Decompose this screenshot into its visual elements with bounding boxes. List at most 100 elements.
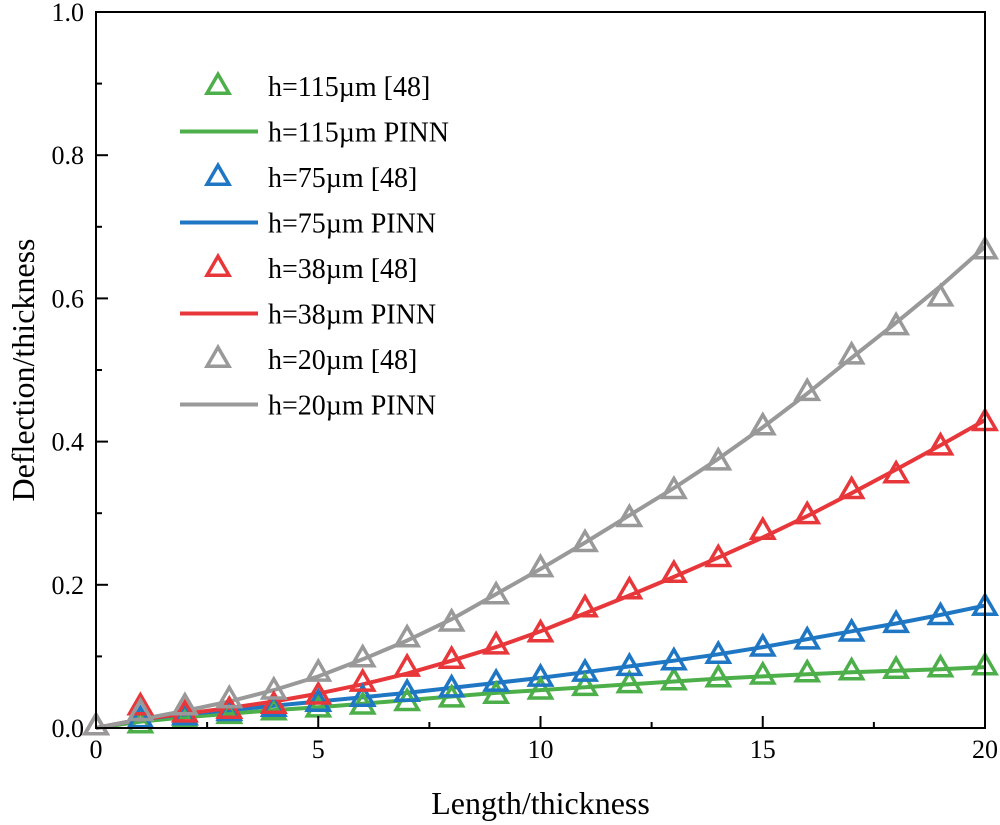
- data-point: [837, 656, 866, 681]
- data-point: [482, 580, 511, 605]
- y-tick-label: 0.2: [52, 571, 85, 600]
- data-point: [393, 677, 422, 702]
- series-line: [95, 245, 987, 730]
- data-point: [793, 625, 822, 650]
- data-point: [437, 607, 466, 632]
- data-point: [482, 667, 511, 692]
- data-point: [882, 459, 911, 484]
- data-point: [615, 651, 644, 677]
- y-tick-label: 0.4: [52, 428, 85, 457]
- data-point: [482, 679, 511, 705]
- data-point: [526, 552, 555, 578]
- data-point: [882, 310, 911, 336]
- data-point: [837, 617, 866, 642]
- data-point: [348, 682, 377, 707]
- data-point: [659, 646, 688, 671]
- data-point: [748, 632, 777, 657]
- data-point: [882, 608, 911, 634]
- data-point: [659, 558, 688, 584]
- data-point: [570, 671, 600, 697]
- legend-label: h=115µm [48]: [268, 72, 430, 103]
- y-tick-label: 1.0: [52, 0, 85, 27]
- legend-label: h=75µm PINN: [268, 209, 436, 240]
- data-point: [126, 709, 155, 734]
- data-point: [793, 658, 822, 683]
- data-point: [526, 675, 555, 700]
- data-point: [837, 340, 866, 365]
- legend-label: h=38µm [48]: [268, 254, 417, 285]
- x-tick-label: 20: [972, 735, 998, 764]
- data-point: [926, 282, 955, 307]
- legend-label: h=75µm [48]: [268, 163, 417, 194]
- legend-marker: [203, 343, 233, 368]
- x-tick-label: 0: [90, 735, 103, 764]
- data-point: [926, 601, 955, 626]
- data-point: [926, 653, 955, 678]
- data-point: [748, 515, 777, 541]
- data-point: [615, 668, 644, 694]
- data-point: [437, 673, 466, 698]
- data-point: [926, 431, 955, 456]
- data-point: [304, 680, 333, 705]
- x-axis-label: Length/thickness: [431, 785, 650, 821]
- legend-label: h=115µm PINN: [268, 118, 449, 149]
- data-point: [526, 662, 555, 687]
- x-tick-label: 10: [528, 735, 554, 764]
- legend-marker: [203, 161, 233, 186]
- data-point: [81, 711, 111, 736]
- data-point: [748, 411, 777, 436]
- data-point: [259, 696, 288, 721]
- data-point: [437, 644, 466, 669]
- data-point: [570, 593, 600, 618]
- data-point: [126, 691, 155, 716]
- legend-label: h=20µm PINN: [268, 391, 436, 422]
- data-point: [304, 657, 333, 682]
- plot-marks: [81, 235, 1000, 736]
- data-point: [659, 475, 688, 500]
- data-point: [393, 652, 422, 677]
- data-point: [482, 630, 511, 655]
- data-point: [170, 691, 199, 716]
- data-point: [615, 575, 644, 600]
- data-point: [793, 376, 822, 402]
- data-point: [704, 446, 733, 471]
- legend-label: h=38µm PINN: [268, 300, 436, 331]
- data-point: [526, 618, 555, 643]
- data-point: [126, 696, 155, 722]
- data-point: [748, 660, 777, 685]
- data-point: [570, 657, 600, 682]
- y-tick-label: 0.0: [52, 714, 85, 743]
- y-axis-label: Deflection/thickness: [5, 238, 41, 501]
- axes: 0 5 10 15 20 0.0 0.2 0.4 0.6 0.8 1.0: [52, 0, 999, 764]
- series-line: [95, 665, 986, 730]
- data-point: [304, 693, 333, 718]
- data-point: [882, 654, 911, 679]
- x-tick-label: 15: [750, 735, 776, 764]
- series-line: [95, 418, 986, 730]
- legend-label: h=20µm [48]: [268, 345, 417, 376]
- data-point: [393, 623, 422, 648]
- data-point: [704, 639, 733, 664]
- data-point: [348, 643, 377, 668]
- data-point: [170, 698, 199, 723]
- x-tick-label: 5: [312, 735, 325, 764]
- y-tick-label: 0.8: [52, 141, 85, 170]
- data-point: [259, 689, 288, 715]
- data-point: [659, 666, 688, 691]
- data-point: [215, 683, 244, 709]
- data-point: [348, 667, 377, 692]
- legend-marker: [203, 70, 233, 95]
- data-point: [837, 475, 866, 500]
- legend-marker: [203, 252, 233, 277]
- data-point: [126, 704, 155, 729]
- data-point: [259, 675, 288, 700]
- data-point: [704, 663, 733, 688]
- y-tick-label: 0.6: [52, 284, 85, 313]
- data-point: [615, 502, 644, 528]
- data-point: [704, 543, 733, 568]
- data-point: [570, 528, 600, 553]
- legend: h=115µm [48] h=115µm PINN h=75µm [48] h=75µ…: [180, 70, 449, 422]
- data-point: [793, 499, 822, 525]
- data-point: [304, 687, 333, 712]
